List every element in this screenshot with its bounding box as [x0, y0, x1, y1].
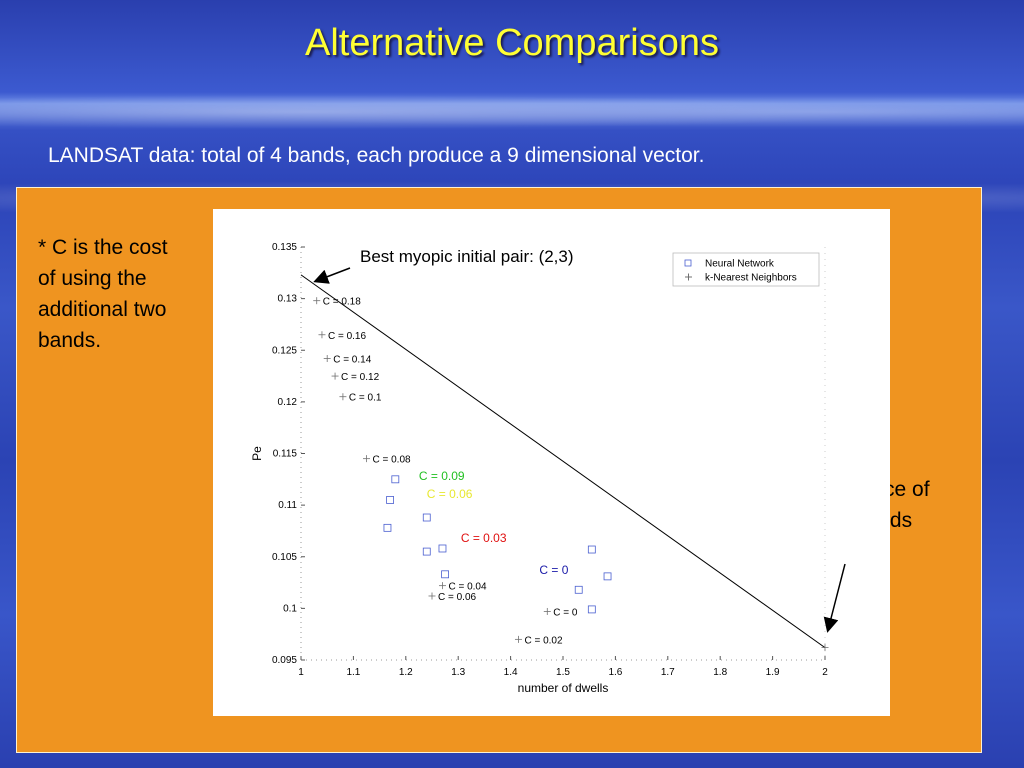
y-tick-label: 0.13	[278, 294, 298, 305]
best-pair-callout: Best myopic initial pair: (2,3)	[360, 247, 574, 266]
cost-label: C = 0.06	[438, 592, 477, 603]
y-tick-label: 0.1	[283, 603, 297, 614]
cost-label: C = 0.14	[333, 355, 372, 366]
slide-subtitle: LANDSAT data: total of 4 bands, each pro…	[48, 144, 705, 167]
x-tick-label: 1.5	[556, 667, 570, 678]
cost-note: * C is the cost of using the additional …	[38, 236, 168, 352]
x-tick-label: 1.4	[504, 667, 518, 678]
y-tick-label: 0.11	[278, 500, 297, 511]
cost-label: C = 0.04	[448, 582, 487, 593]
knn-point	[331, 372, 339, 380]
chart-marks	[313, 297, 829, 652]
nn-point	[587, 545, 596, 554]
cost-label: C = 0	[539, 563, 568, 577]
x-tick-label: 1.1	[346, 667, 360, 678]
x-tick-label: 1.2	[399, 667, 413, 678]
y-tick-label: 0.135	[272, 242, 297, 253]
x-axis-label: number of dwells	[518, 681, 609, 695]
cost-label: C = 0.18	[323, 297, 362, 308]
legend-marker	[684, 259, 692, 267]
y-axis-label: Pe	[250, 446, 264, 461]
slide-title: Alternative Comparisons	[305, 22, 719, 64]
nn-point	[587, 605, 596, 614]
knn-point	[543, 607, 551, 615]
cost-label: C = 0.08	[373, 455, 412, 466]
x-tick-label: 1.3	[451, 667, 465, 678]
y-tick-label: 0.125	[272, 345, 297, 356]
x-tick-label: 1.8	[713, 667, 727, 678]
x-tick-label: 2	[822, 667, 828, 678]
cost-label: C = 0.16	[328, 331, 367, 342]
pe-vs-dwells-chart: 1 1.1 1.2 1.3 1.4 1.5 1.6 1.7 1.8 1.9 2 0.095 0.1 0.1…	[250, 242, 829, 695]
nn-point	[422, 547, 431, 556]
nn-point	[574, 585, 583, 594]
knn-point	[318, 331, 326, 339]
x-tick-label: 1.9	[766, 667, 780, 678]
knn-point	[363, 455, 370, 463]
nn-point	[438, 544, 447, 553]
chart-legend: Neural Network k-Nearest Neighbors	[672, 252, 820, 287]
legend-label: Neural Network	[705, 259, 775, 270]
knn-point	[323, 355, 331, 363]
legend-box	[672, 252, 820, 287]
cost-label: C = 0	[553, 607, 578, 618]
knn-point	[428, 592, 436, 600]
nn-point	[386, 496, 394, 504]
x-tick-label: 1.6	[608, 667, 622, 678]
chart-annotations: C = 0.18 C = 0.16 C = 0.14 C = 0.12 C = 0.1 C…	[323, 297, 578, 647]
chart-axes: 1 1.1 1.2 1.3 1.4 1.5 1.6 1.7 1.8 1.9 2 0.095 0.1 0.1…	[250, 242, 828, 695]
x-tick-label: 1	[298, 667, 304, 678]
y-tick-label: 0.115	[273, 449, 298, 460]
knn-point	[821, 644, 829, 652]
background-wave	[0, 92, 1024, 132]
chart-background	[213, 209, 890, 716]
nn-point	[603, 572, 612, 581]
nn-point	[441, 570, 450, 579]
y-tick-label: 0.12	[278, 397, 298, 408]
y-tick-label: 0.095	[272, 655, 297, 666]
knn-point	[514, 635, 522, 643]
cost-label: C = 0.03	[461, 531, 507, 545]
cost-label: C = 0.12	[341, 372, 380, 383]
cost-label: C = 0.02	[524, 635, 563, 646]
y-tick-label: 0.105	[272, 552, 297, 563]
nn-point	[383, 523, 392, 532]
legend-label: k-Nearest Neighbors	[705, 273, 797, 284]
cost-label: C = 0.1	[349, 393, 382, 404]
nn-point	[422, 513, 431, 522]
nn-point	[391, 475, 400, 484]
x-tick-label: 1.7	[661, 667, 675, 678]
cost-label: C = 0.09	[419, 469, 465, 483]
cost-label: C = 0.06	[427, 487, 473, 501]
reference-line	[300, 274, 826, 649]
reference-line-segment	[300, 274, 826, 649]
knn-point	[339, 393, 347, 401]
knn-point	[438, 582, 446, 590]
knn-point	[313, 297, 321, 305]
